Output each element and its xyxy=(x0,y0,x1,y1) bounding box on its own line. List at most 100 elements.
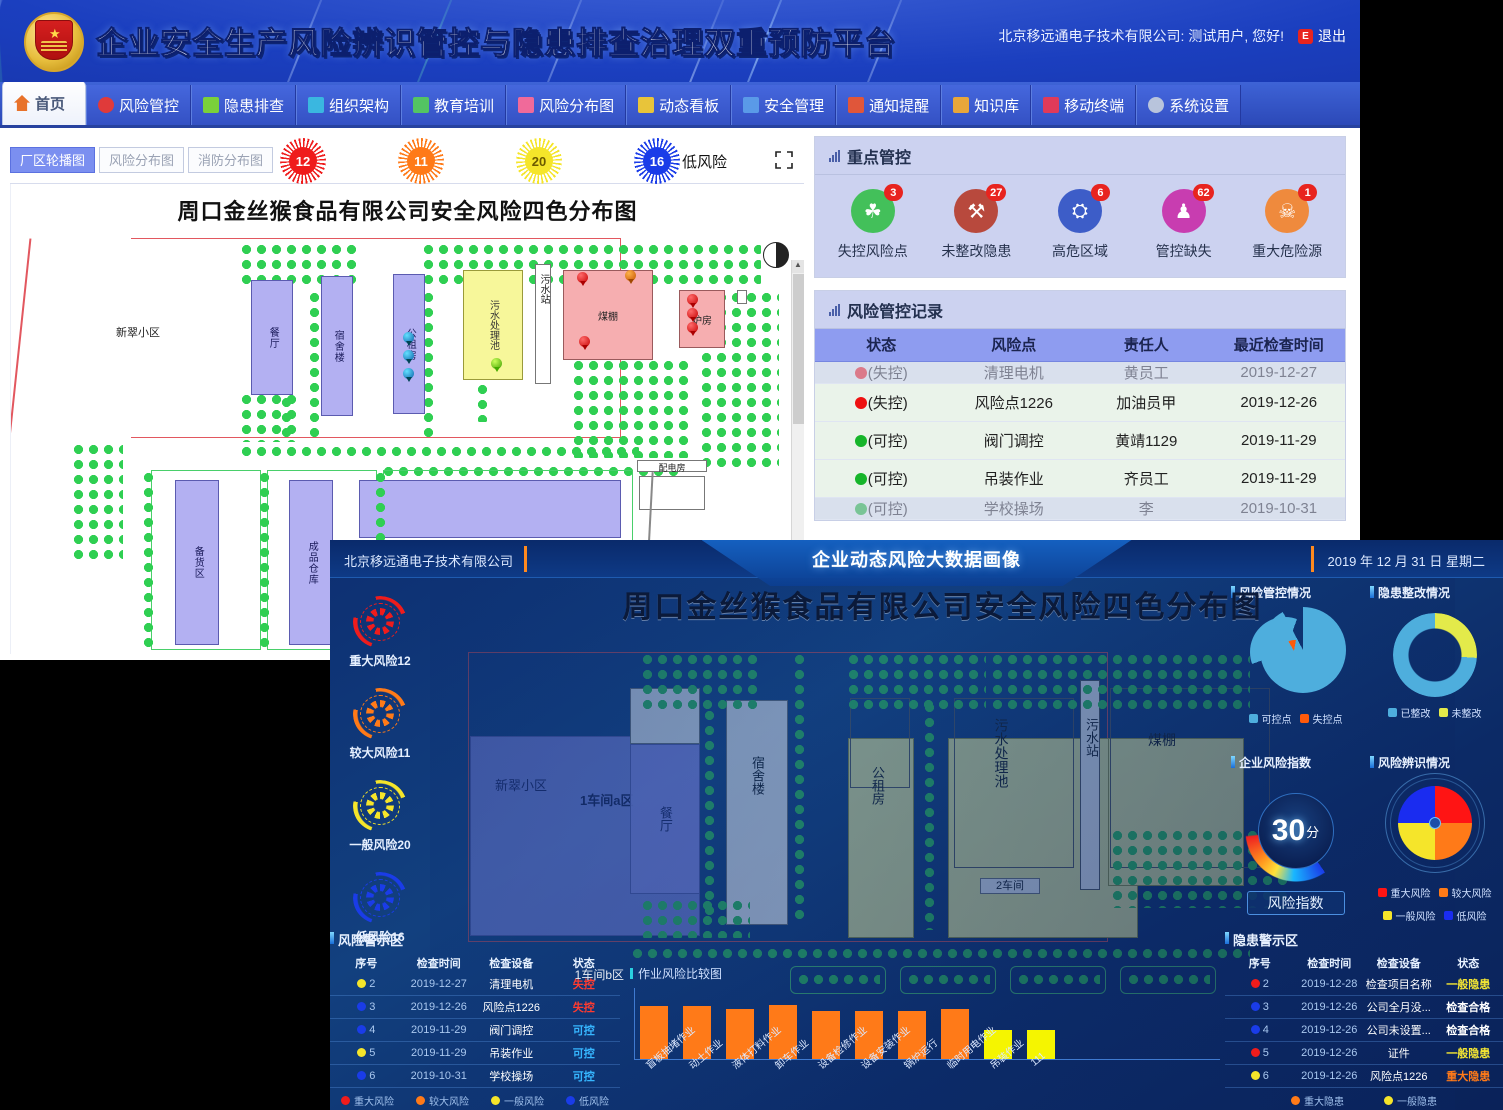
risk-records-table[interactable]: 状态 风险点 责任人 最近检查时间 (失控) 清理电机 黄员工 2019-12-27 (失控)… xyxy=(815,329,1345,520)
radial-gauge-icon xyxy=(349,778,411,834)
kpi-0[interactable]: ☘ 3 失控风险点 xyxy=(825,184,921,261)
table-row[interactable]: 3 2019-12-26 公司全月没... 检查合格 xyxy=(1225,995,1503,1019)
table-row[interactable]: (可控) 吊装作业 齐员工 2019-11-29 xyxy=(815,459,1345,498)
table-row[interactable]: 6 2019-10-31 学校操场 可控 xyxy=(330,1064,620,1088)
map-pin-major[interactable] xyxy=(579,336,590,350)
map-pin-major[interactable] xyxy=(625,270,636,284)
rail-risk-0[interactable]: 重大风险12 xyxy=(330,594,430,669)
cell-owner: 黄员工 xyxy=(1080,361,1213,384)
map-tab-1[interactable]: 风险分布图 xyxy=(99,146,185,173)
table-row[interactable]: 3 2019-12-26 风险点1226 失控 xyxy=(330,995,620,1019)
kpi-1[interactable]: ⚒ 27 未整改隐患 xyxy=(928,184,1024,261)
map-pin-low[interactable] xyxy=(403,368,414,382)
scroll-up-arrow[interactable]: ▲ xyxy=(792,260,804,273)
kpi-label: 高危区域 xyxy=(1051,243,1108,259)
column-header: 状态 xyxy=(572,958,595,970)
cell-status: 检查合格 xyxy=(1433,995,1503,1019)
map-pin-low[interactable] xyxy=(491,358,502,372)
kpi-3[interactable]: ♟ 62 管控缺失 xyxy=(1136,184,1232,261)
map-pin-major[interactable] xyxy=(577,272,588,286)
risk-dial-2[interactable]: 20 xyxy=(516,138,562,184)
column-header: 状态 xyxy=(815,329,948,362)
map-tab-group[interactable]: 厂区轮播图 风险分布图 消防分布图 xyxy=(10,146,274,173)
kpi-badge: 62 xyxy=(1193,184,1214,201)
severity-dot xyxy=(1250,1071,1260,1080)
nav-item-0[interactable]: 首页 xyxy=(2,81,86,125)
focus-kpi-row[interactable]: ☘ 3 失控风险点 ⚒ 27 未整改隐患 ⛭ 6 高危区域 ♟ 62 管控缺失 ☠ 1 重大危险源 xyxy=(815,175,1345,277)
table-row[interactable]: 5 2019-11-29 吊装作业 可控 xyxy=(330,1041,620,1065)
table-row[interactable]: 4 2019-12-26 公司未设置... 检查合格 xyxy=(1225,1018,1503,1042)
rail-risk-label: 一般风险20 xyxy=(349,838,411,852)
map-tab-2[interactable]: 消防分布图 xyxy=(188,146,274,173)
nav-item-4[interactable]: 教育培训 xyxy=(401,85,507,125)
table-row[interactable]: (失控) 清理电机 黄员工 2019-12-27 xyxy=(815,361,1345,384)
kpi-2[interactable]: ⛭ 6 高危区域 xyxy=(1032,184,1128,261)
legend-item: 低风险 xyxy=(1443,908,1487,923)
cell-date: 2019-12-26 xyxy=(1212,383,1345,422)
risk-dial-3[interactable]: 16 低风险 xyxy=(634,138,727,184)
cell-status: (失控) xyxy=(815,383,948,422)
risk-dial-count: 11 xyxy=(407,147,435,175)
map-tab-0[interactable]: 厂区轮播图 xyxy=(10,146,96,173)
dashboard-charts-column: 风险管控情况 可控点 失控点 隐患整改情况 已整改 未整改 企业风险指数 xyxy=(1225,578,1503,923)
risk-level-rail[interactable]: 重大风险12 较大风险11 一般风险20 低风险16 xyxy=(330,578,430,978)
severity-dot xyxy=(1250,1002,1260,1011)
page-title: 企业安全生产风险辨识管控与隐患排查治理双重预防平台 xyxy=(96,26,896,62)
table-row[interactable]: 4 2019-11-29 阀门调控 可控 xyxy=(330,1018,620,1042)
map-pin-major[interactable] xyxy=(687,294,698,308)
cell-index: 5 xyxy=(330,1041,403,1065)
cell-index: 3 xyxy=(330,995,403,1019)
cell-status: 一般隐患 xyxy=(1433,1041,1503,1065)
map-pin-major[interactable] xyxy=(687,308,698,322)
cell-index: 2 xyxy=(330,973,403,996)
cell-device: 公司未设置... xyxy=(1364,1018,1434,1042)
main-navigation[interactable]: 首页 风险管控 隐患排查 组织架构 教育培训 风险分布图 动态看板 安全管理 通知提醒 知识库 移动… xyxy=(0,81,1360,128)
scroll-thumb[interactable] xyxy=(793,274,804,424)
table-row[interactable]: (可控) 学校操场李 2019-10-31 xyxy=(815,497,1345,520)
nav-item-2[interactable]: 隐患排查 xyxy=(191,85,297,125)
cell-date: 2019-10-31 xyxy=(1212,497,1345,520)
rail-risk-1[interactable]: 较大风险11 xyxy=(330,686,430,761)
nav-item-11[interactable]: 系统设置 xyxy=(1136,85,1242,125)
expand-icon[interactable] xyxy=(774,150,794,170)
rail-risk-2[interactable]: 一般风险20 xyxy=(330,778,430,853)
nav-item-8[interactable]: 通知提醒 xyxy=(836,85,942,125)
table-row[interactable]: 6 2019-12-26 风险点1226 重大隐患 xyxy=(1225,1064,1503,1088)
risk-warning-table[interactable]: 序号 检查时间 检查设备 状态 2 2019-12-27 清理电机 失控 3 2019-12-2… xyxy=(330,953,620,1088)
map-pin-low[interactable] xyxy=(403,350,414,364)
map-pin-low[interactable] xyxy=(403,332,414,346)
nav-item-1[interactable]: 风险管控 xyxy=(86,85,192,125)
risk-dial-1[interactable]: 11 xyxy=(398,138,444,184)
map-label-power-room: 配电房 xyxy=(637,460,707,473)
nav-item-7[interactable]: 安全管理 xyxy=(731,85,837,125)
risk-dial-0[interactable]: 12 xyxy=(280,138,326,184)
table-row[interactable]: 2 2019-12-27 清理电机 失控 xyxy=(330,973,620,996)
nav-item-3[interactable]: 组织架构 xyxy=(296,85,402,125)
table-row[interactable]: 5 2019-12-26 证件 一般隐患 xyxy=(1225,1041,1503,1065)
kpi-4[interactable]: ☠ 1 重大危险源 xyxy=(1239,184,1335,261)
shield-icon: ☘ 3 xyxy=(850,184,903,233)
warning-icon xyxy=(98,97,114,113)
nav-item-label: 隐患排查 xyxy=(224,97,285,115)
nav-item-6[interactable]: 动态看板 xyxy=(626,85,732,125)
rail-risk-3[interactable]: 低风险16 xyxy=(330,870,430,945)
logout-label: 退出 xyxy=(1318,28,1346,44)
focus-control-header: 重点管控 xyxy=(815,137,1345,175)
nav-item-9[interactable]: 知识库 xyxy=(941,85,1032,125)
bar-7 xyxy=(941,1008,969,1059)
risk-index-button[interactable]: 风险指数 xyxy=(1246,891,1345,915)
danger-warning-table[interactable]: 序号 检查时间 检查设备 状态 2 2019-12-28 检查项目名称 一般隐患 3 2019-… xyxy=(1225,953,1503,1088)
table-row[interactable]: 2 2019-12-28 检查项目名称 一般隐患 xyxy=(1225,973,1503,996)
status-badge: 可控 xyxy=(572,1048,595,1060)
skull-icon: ☠ 1 xyxy=(1265,184,1318,233)
nav-item-10[interactable]: 移动终端 xyxy=(1031,85,1137,125)
map-pin-major[interactable] xyxy=(687,322,698,336)
cell-device: 清理电机 xyxy=(475,973,548,996)
map-building-stock-area: 备货区 xyxy=(175,480,219,645)
nav-item-5[interactable]: 风险分布图 xyxy=(506,85,627,125)
cell-owner: 齐员工 xyxy=(1080,459,1213,498)
table-row[interactable]: (失控) 风险点1226 加油员甲 2019-12-26 xyxy=(815,383,1345,422)
logout-button[interactable]: E 退出 xyxy=(1298,26,1346,46)
risk-level-dials[interactable]: 12 11 20 16 低风险 xyxy=(280,138,727,184)
table-row[interactable]: (可控) 阀门调控 黄靖1129 2019-11-29 xyxy=(815,421,1345,460)
